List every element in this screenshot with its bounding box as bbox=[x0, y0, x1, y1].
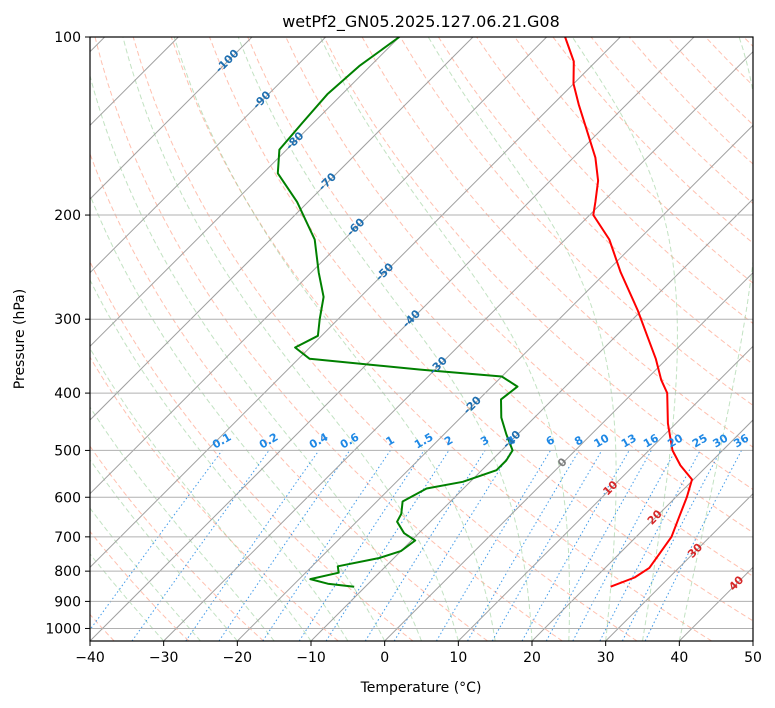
moist-adiabat-line bbox=[90, 406, 275, 641]
dry-adiabat-line bbox=[132, 37, 638, 641]
moist-adiabat-line bbox=[122, 37, 459, 641]
x-tick-label: 20 bbox=[523, 650, 541, 666]
x-tick-label: 0 bbox=[380, 650, 389, 666]
mixing-ratio-line bbox=[621, 450, 722, 641]
y-tick-label: 300 bbox=[54, 312, 81, 328]
isotherm-line bbox=[384, 271, 753, 641]
moist-adiabat-line bbox=[427, 37, 617, 641]
x-tick-label: −30 bbox=[149, 650, 179, 666]
isotherm-line bbox=[163, 50, 753, 641]
isotherm-line bbox=[90, 37, 548, 495]
dry-adiabat-line bbox=[209, 37, 753, 622]
mixing-ratio-line bbox=[218, 450, 351, 641]
mixing-ratio-line bbox=[545, 450, 652, 641]
x-tick-label: 40 bbox=[670, 650, 688, 666]
isotherm-line bbox=[531, 419, 753, 641]
dry-adiabat-line bbox=[94, 37, 563, 641]
dry-adiabat-line bbox=[323, 37, 753, 491]
y-axis-title: Pressure (hPa) bbox=[12, 289, 28, 389]
moist-adiabat-line bbox=[90, 458, 238, 641]
mixing-ratio-line bbox=[521, 450, 630, 641]
isotherm-line bbox=[90, 37, 621, 569]
x-tick-label: −40 bbox=[75, 650, 105, 666]
dry-adiabat-line bbox=[247, 37, 753, 577]
x-axis-title: Temperature (°C) bbox=[360, 680, 482, 696]
isotherm-line bbox=[236, 124, 753, 641]
y-tick-label: 500 bbox=[54, 443, 81, 459]
plot-frame bbox=[89, 36, 754, 642]
x-tick-label: −10 bbox=[296, 650, 326, 666]
x-tick-label: 10 bbox=[449, 650, 467, 666]
moist-adiabat-line bbox=[571, 37, 678, 641]
dewpoint-profile-line bbox=[276, 37, 519, 588]
chart-title: wetPf2_GN05.2025.127.06.21.G08 bbox=[282, 12, 560, 32]
y-tick-label: 600 bbox=[54, 490, 81, 506]
y-tick-label: 1000 bbox=[45, 621, 81, 637]
isotherm-line bbox=[605, 492, 753, 641]
profile-series bbox=[276, 37, 693, 588]
mixing-ratio-line bbox=[90, 450, 223, 631]
pressure-gridlines bbox=[90, 37, 753, 629]
y-tick-label: 400 bbox=[54, 386, 81, 402]
y-tick-label: 800 bbox=[54, 564, 81, 580]
isotherm-line bbox=[90, 37, 327, 274]
isotherm-lines bbox=[90, 37, 753, 641]
y-tick-label: 100 bbox=[54, 30, 81, 46]
moist-adiabat-line bbox=[90, 193, 386, 641]
y-axis: 100 200 300 400 500 600 700 800 900 1000 bbox=[45, 30, 90, 637]
dry-adiabat-line bbox=[90, 445, 264, 641]
temperature-profile-line bbox=[564, 37, 693, 588]
isotherm-line bbox=[457, 345, 753, 641]
moist-adiabat-line bbox=[319, 37, 570, 641]
dry-adiabat-line bbox=[90, 356, 339, 641]
dry-adiabat-line bbox=[399, 37, 753, 407]
x-axis: −40 −30 −20 −10 0 10 20 30 40 50 bbox=[75, 641, 762, 666]
x-tick-label: 50 bbox=[744, 650, 762, 666]
mixing-ratio-line bbox=[572, 450, 676, 641]
mixing-ratio-line bbox=[262, 450, 391, 641]
moist-adiabat-line bbox=[678, 37, 753, 641]
y-tick-label: 700 bbox=[54, 530, 81, 546]
x-tick-label: 30 bbox=[597, 650, 615, 666]
moist-adiabat-line bbox=[237, 37, 533, 641]
dry-adiabat-line bbox=[90, 152, 488, 641]
isotherm-line bbox=[90, 37, 400, 348]
isotherm-line bbox=[90, 37, 695, 641]
y-tick-label: 200 bbox=[54, 208, 81, 224]
dry-adiabat-line bbox=[514, 37, 753, 284]
mixing-ratio-line bbox=[393, 450, 513, 641]
mixing-ratio-line bbox=[325, 450, 450, 641]
isotherm-line bbox=[90, 37, 253, 200]
isotherm-line bbox=[310, 198, 753, 641]
y-tick-label: 900 bbox=[54, 594, 81, 610]
dry-adiabat-line bbox=[170, 37, 712, 641]
x-tick-label: −20 bbox=[223, 650, 253, 666]
moist-adiabat-line bbox=[173, 37, 496, 641]
plot-area: 0.1 0.2 0.4 0.6 1 1.5 2 3 4 6 8 10 13 16 20 25 30 36-100-… bbox=[90, 37, 753, 641]
mixing-ratio-line bbox=[185, 450, 320, 641]
dry-adiabat-line bbox=[437, 37, 753, 365]
dry-adiabat-line bbox=[90, 530, 190, 641]
isotherm-line bbox=[90, 37, 474, 421]
mixing-ratio-line bbox=[644, 450, 742, 641]
